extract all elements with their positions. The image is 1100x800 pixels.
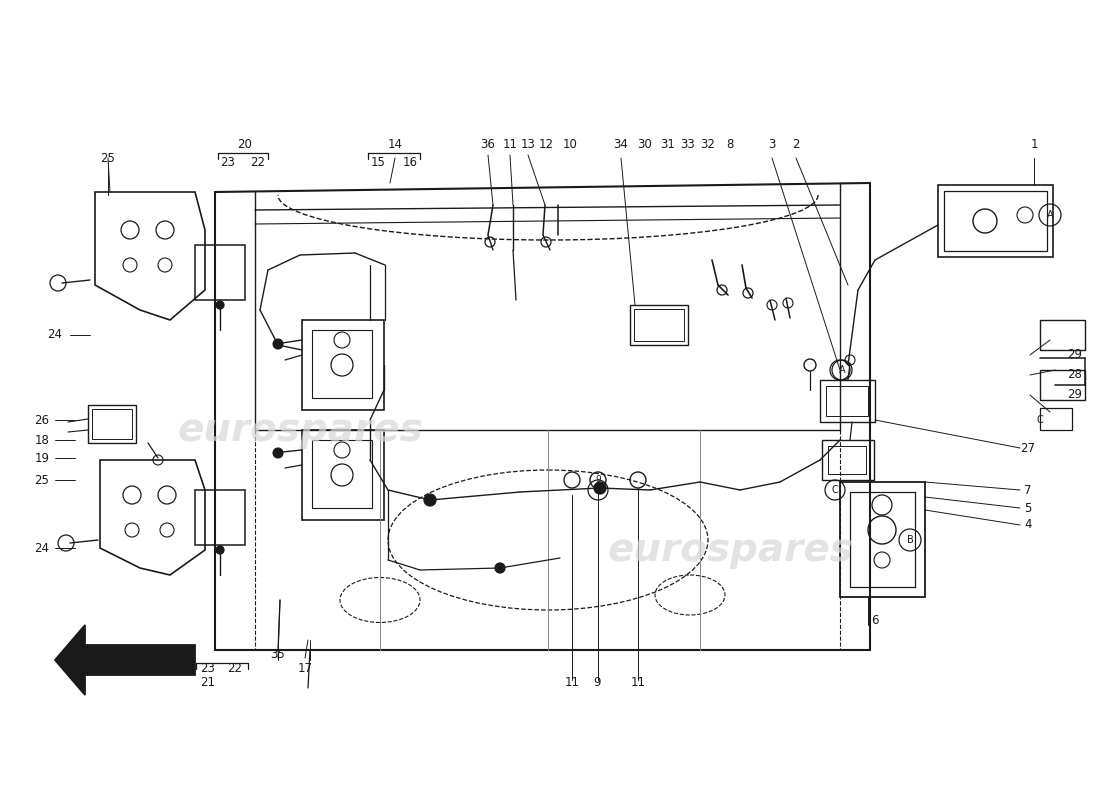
Text: 16: 16 [403, 155, 418, 169]
Bar [840, 482, 925, 597]
Text: 23: 23 [200, 662, 216, 674]
Circle shape [273, 339, 283, 349]
Bar [938, 185, 1053, 257]
Text: 22: 22 [251, 155, 265, 169]
Text: 28: 28 [1068, 369, 1082, 382]
Text: 35: 35 [271, 649, 285, 662]
Bar [630, 305, 688, 345]
Bar [944, 191, 1047, 251]
Text: A: A [838, 365, 845, 375]
Bar [88, 405, 136, 443]
Text: B: B [906, 535, 913, 545]
Bar [312, 330, 372, 398]
Circle shape [495, 563, 505, 573]
Text: 31: 31 [661, 138, 675, 151]
Text: 20: 20 [238, 138, 252, 151]
Text: 4: 4 [1024, 518, 1032, 531]
Circle shape [273, 448, 283, 458]
Text: 29: 29 [1067, 389, 1082, 402]
Bar [1040, 370, 1085, 400]
Text: 24: 24 [47, 329, 63, 342]
Text: 12: 12 [539, 138, 553, 151]
Bar [1040, 408, 1072, 430]
Text: 32: 32 [701, 138, 715, 151]
Text: 11: 11 [630, 675, 646, 689]
Text: 30: 30 [638, 138, 652, 151]
Text: 1: 1 [1031, 138, 1037, 151]
Text: 3: 3 [768, 138, 776, 151]
Text: 22: 22 [228, 662, 242, 674]
Bar [822, 440, 875, 480]
Text: 34: 34 [614, 138, 628, 151]
Bar [634, 309, 684, 341]
Text: C: C [832, 485, 838, 495]
Text: A: A [1047, 210, 1054, 220]
Text: 25: 25 [34, 474, 50, 486]
Text: 5: 5 [1024, 502, 1032, 514]
Text: 24: 24 [34, 542, 50, 554]
Text: 25: 25 [100, 151, 116, 165]
Text: C: C [1036, 415, 1044, 425]
Bar [195, 245, 245, 300]
Circle shape [424, 494, 436, 506]
Text: 15: 15 [371, 155, 385, 169]
Text: 2: 2 [792, 138, 800, 151]
Text: 11: 11 [503, 138, 517, 151]
Text: 26: 26 [34, 414, 50, 426]
Text: 18: 18 [34, 434, 50, 446]
Circle shape [594, 482, 606, 494]
Bar [828, 446, 866, 474]
Text: 13: 13 [520, 138, 536, 151]
Text: 17: 17 [297, 662, 312, 674]
Text: 27: 27 [1021, 442, 1035, 454]
Text: 8: 8 [726, 138, 734, 151]
Text: 36: 36 [481, 138, 495, 151]
Text: eurospares: eurospares [607, 531, 852, 569]
Circle shape [216, 301, 224, 309]
Bar [826, 386, 868, 416]
Bar [312, 440, 372, 508]
Text: 10: 10 [562, 138, 578, 151]
Polygon shape [55, 625, 195, 695]
Circle shape [216, 546, 224, 554]
Text: 11: 11 [564, 675, 580, 689]
Text: 9: 9 [595, 475, 601, 485]
Bar [302, 430, 384, 520]
Text: 7: 7 [1024, 483, 1032, 497]
Bar [302, 320, 384, 410]
Bar [92, 409, 132, 439]
Text: 23: 23 [221, 155, 235, 169]
Text: eurospares: eurospares [177, 411, 422, 449]
Text: 33: 33 [681, 138, 695, 151]
Text: 19: 19 [34, 451, 50, 465]
Text: 14: 14 [387, 138, 403, 151]
Text: 21: 21 [200, 675, 216, 689]
Bar [820, 380, 874, 422]
Bar [195, 490, 245, 545]
Text: 6: 6 [871, 614, 879, 626]
Bar [850, 492, 915, 587]
Text: 29: 29 [1067, 349, 1082, 362]
Text: B: B [595, 485, 602, 495]
Text: 9: 9 [593, 675, 601, 689]
Bar [1040, 320, 1085, 350]
